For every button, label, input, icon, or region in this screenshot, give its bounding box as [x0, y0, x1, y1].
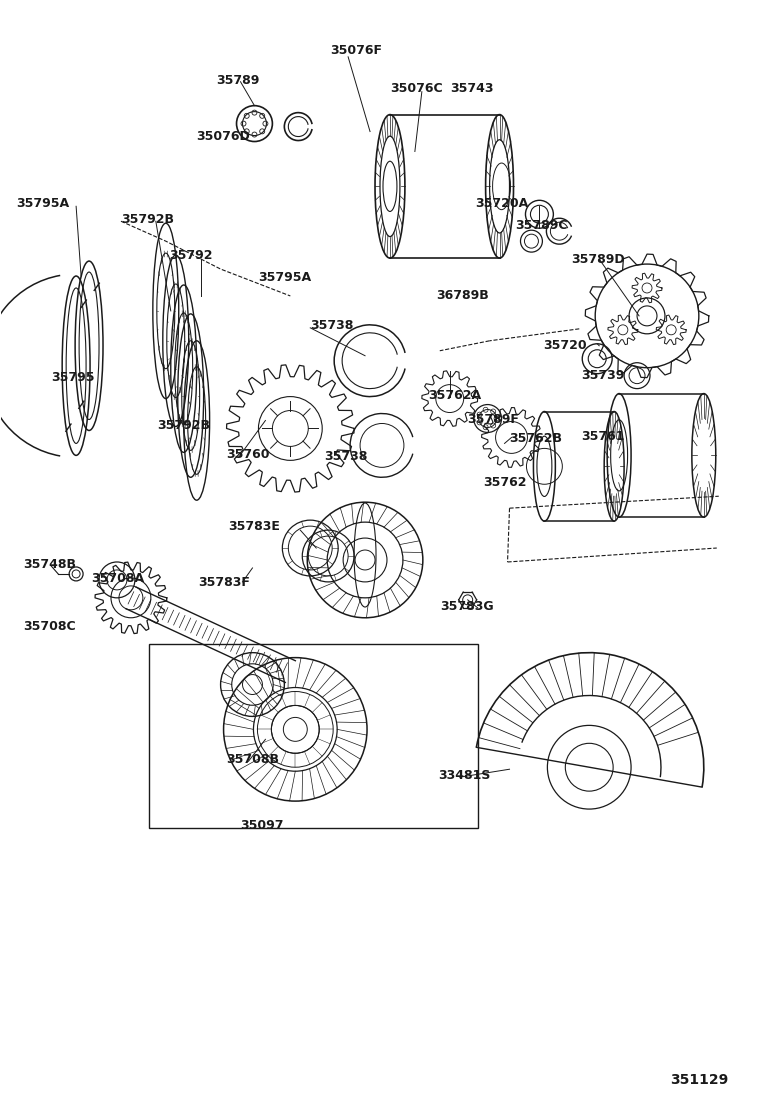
Text: 35720A: 35720A	[476, 197, 529, 210]
Text: 35789C: 35789C	[515, 219, 568, 232]
Text: 35708C: 35708C	[24, 619, 76, 633]
Text: 36789B: 36789B	[435, 289, 489, 302]
Text: 35789D: 35789D	[572, 254, 625, 266]
Text: 35783F: 35783F	[198, 576, 251, 589]
Text: 35783E: 35783E	[229, 520, 280, 533]
Text: 35076C: 35076C	[390, 82, 442, 95]
Text: 35739: 35739	[581, 369, 625, 381]
Text: 35792B: 35792B	[157, 418, 210, 431]
Text: 35792B: 35792B	[121, 214, 174, 226]
Text: 35789F: 35789F	[467, 413, 520, 426]
Text: 35738: 35738	[325, 450, 368, 464]
Text: 35795: 35795	[51, 370, 95, 384]
Text: 35738: 35738	[310, 319, 353, 331]
Text: 35743: 35743	[450, 82, 493, 95]
Text: 35762A: 35762A	[428, 388, 481, 401]
Text: 35783G: 35783G	[440, 599, 493, 613]
Text: 35795A: 35795A	[258, 271, 312, 284]
Bar	[149, 644, 477, 828]
Text: 35748B: 35748B	[24, 558, 76, 570]
Text: 35760: 35760	[226, 448, 270, 461]
Text: 35720: 35720	[543, 339, 587, 351]
Text: 33481S: 33481S	[438, 770, 490, 782]
Text: 35076F: 35076F	[330, 43, 382, 57]
Text: 35762: 35762	[483, 476, 527, 489]
Text: 35761: 35761	[581, 430, 625, 444]
Text: 35762B: 35762B	[509, 433, 562, 446]
Text: 35076D: 35076D	[197, 130, 251, 142]
Text: 351129: 351129	[670, 1073, 729, 1088]
Text: 35789: 35789	[217, 73, 260, 87]
Text: 35097: 35097	[240, 820, 284, 832]
Text: 35708A: 35708A	[91, 572, 144, 585]
Text: 35795A: 35795A	[16, 197, 69, 210]
Text: 35792: 35792	[169, 249, 212, 262]
Text: 35708B: 35708B	[226, 753, 280, 766]
